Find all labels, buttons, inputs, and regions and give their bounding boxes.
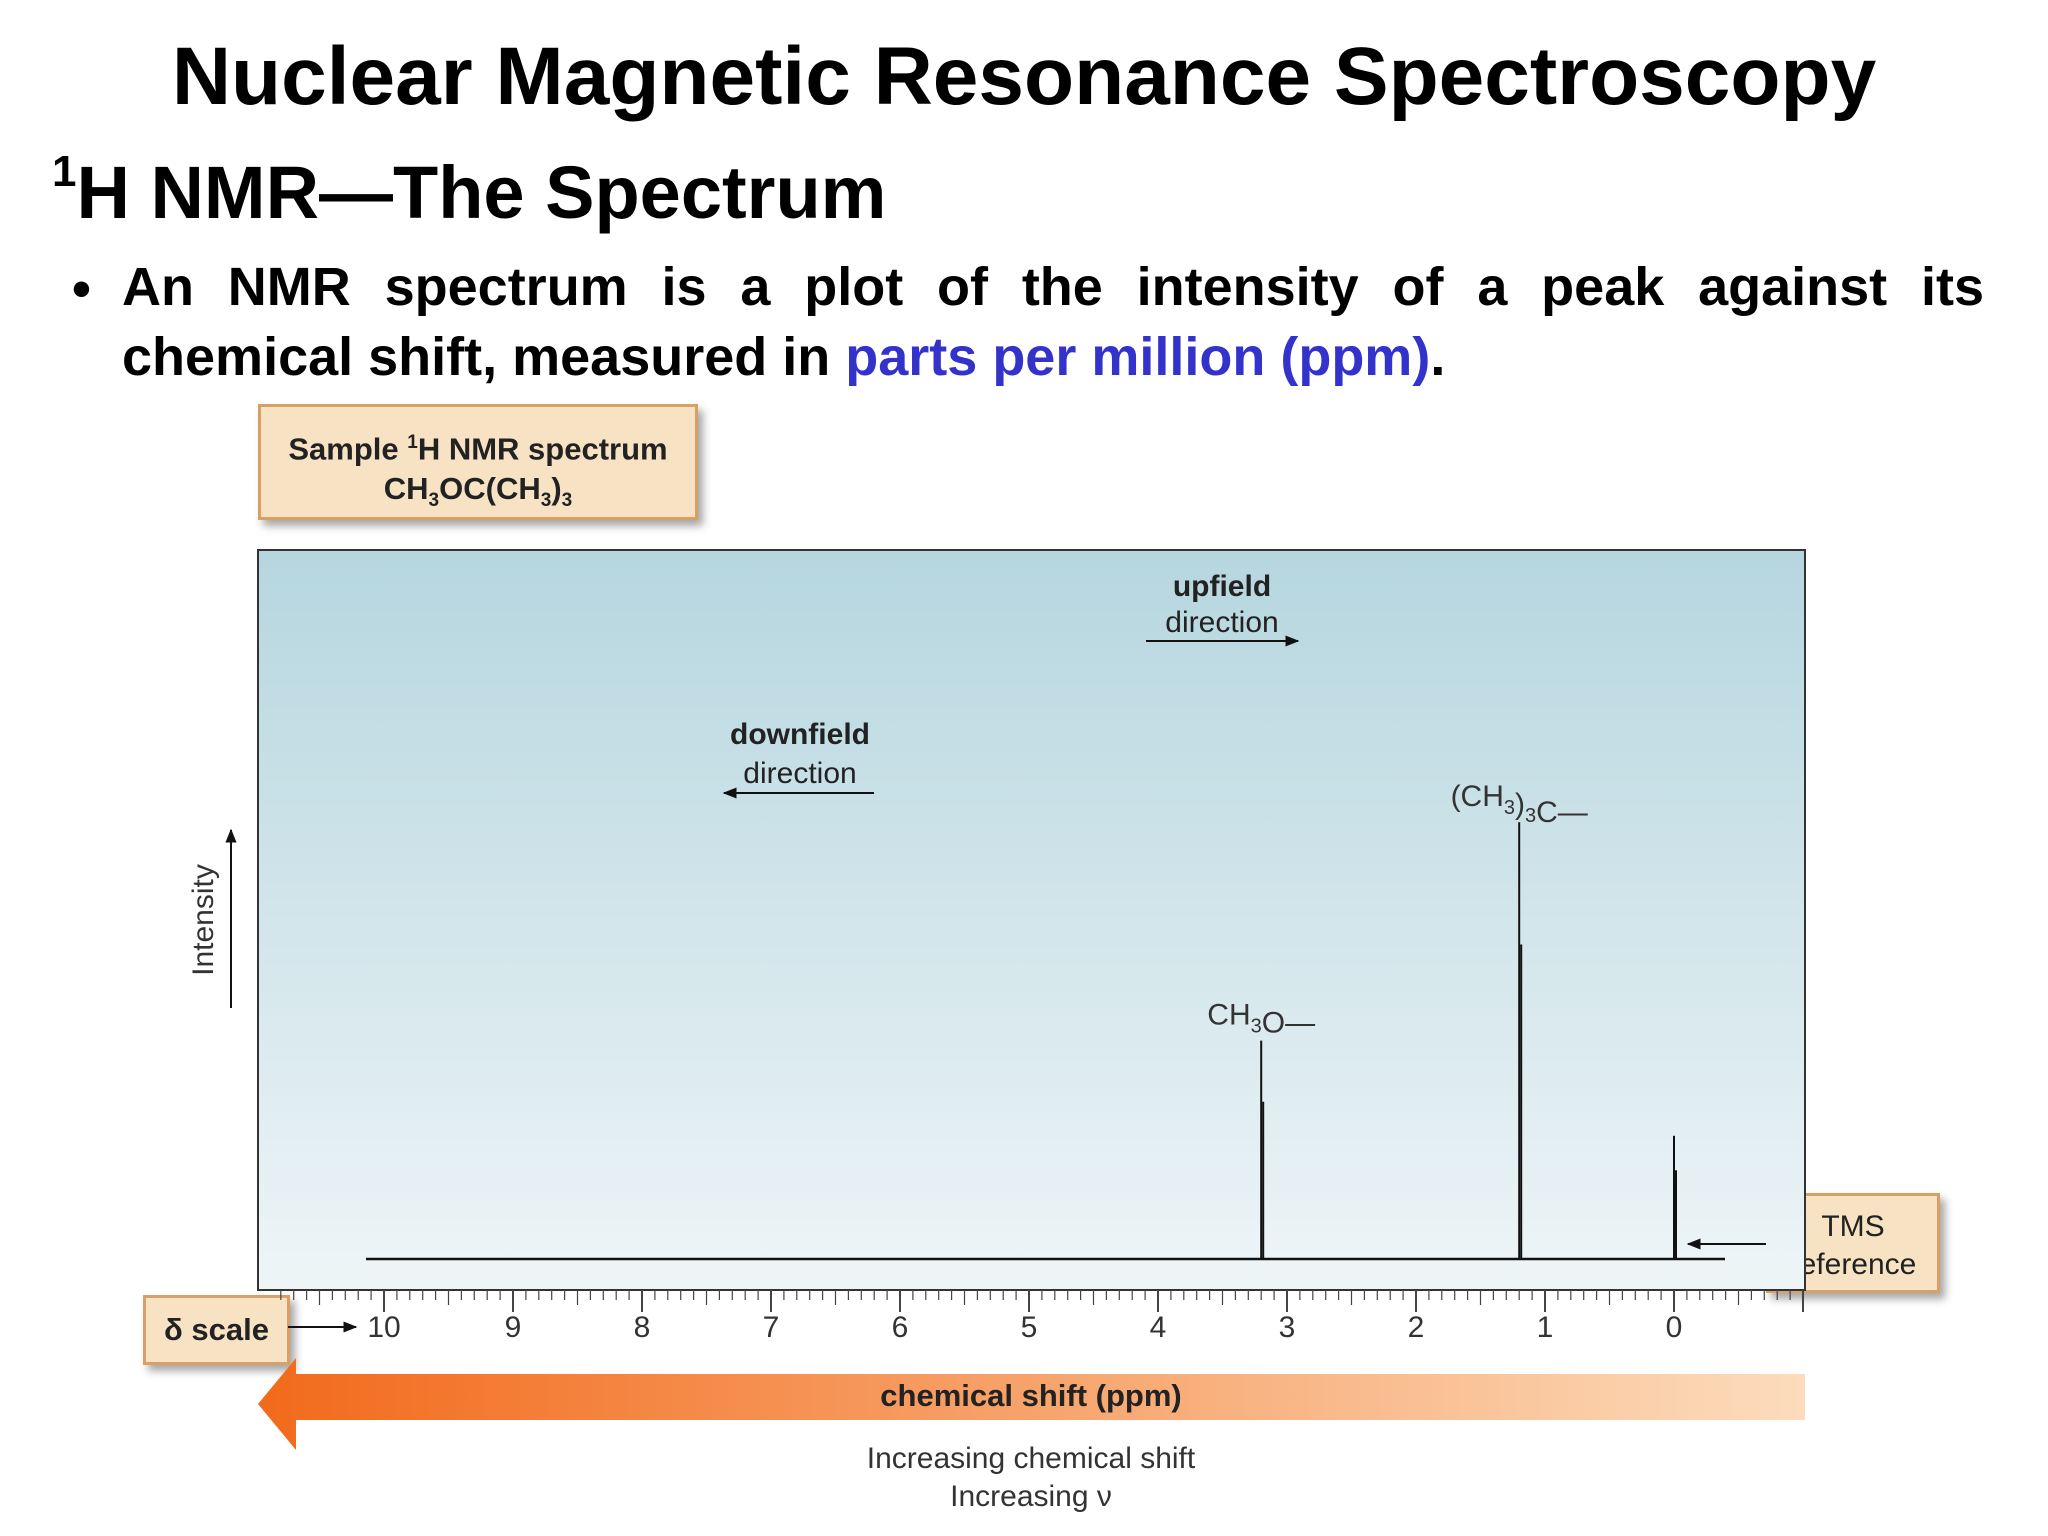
bullet-highlight-ppm: parts per million (ppm) — [845, 327, 1431, 387]
slide-title: Nuclear Magnetic Resonance Spectroscopy — [171, 31, 1877, 122]
intensity-label: Intensity — [187, 864, 220, 976]
upfield-annotation: upfield direction — [1146, 570, 1300, 647]
tms-callout-line1: TMS — [1821, 1210, 1885, 1243]
subtitle-superscript: 1 — [52, 147, 77, 197]
subtitle-text: H NMR—The Spectrum — [76, 151, 887, 234]
tick-label: 10 — [367, 1311, 400, 1344]
plot-area — [257, 549, 1806, 1291]
tick-label: 8 — [634, 1311, 651, 1344]
sample-callout-formula: CH3OC(CH3)3 — [383, 471, 573, 512]
peak-label: (CH3)3C— — [1451, 780, 1588, 829]
downfield-direction-label: direction — [743, 757, 856, 790]
upfield-label: upfield — [1173, 570, 1271, 603]
upfield-direction-label: direction — [1165, 606, 1278, 639]
tick-label: 6 — [892, 1311, 909, 1344]
intensity-axis: Intensity — [187, 828, 237, 1008]
bullet-text-before: An NMR spectrum is a plot of the intensi… — [122, 257, 1984, 387]
x-axis-ticks — [280, 1290, 1804, 1312]
chemical-shift-arrow-body — [258, 1358, 1805, 1450]
slide-subtitle: 1H NMR—The Spectrum — [52, 147, 887, 235]
tick-label: 5 — [1021, 1311, 1038, 1344]
increasing-shift-label: Increasing chemical shift — [867, 1442, 1196, 1475]
increasing-frequency-label: Increasing ν — [950, 1480, 1112, 1513]
peak-label: CH3O— — [1207, 999, 1315, 1040]
x-axis-tick-labels: 10 9 8 7 6 5 4 3 2 1 0 — [367, 1311, 1682, 1344]
delta-scale-callout: δ scale — [143, 1295, 290, 1365]
sample-spectrum-callout: Sample 1H NMR spectrum CH3OC(CH3)3 — [258, 404, 698, 520]
bullet-icon: • — [72, 259, 91, 319]
spectrum-peaks — [1260, 822, 1677, 1259]
tick-label: 7 — [763, 1311, 780, 1344]
downfield-annotation: downfield direction — [722, 718, 874, 799]
chemical-shift-arrow: chemical shift (ppm) — [258, 1358, 1805, 1450]
tick-label: 2 — [1408, 1311, 1425, 1344]
x-axis-label: chemical shift (ppm) — [880, 1378, 1181, 1413]
tick-label: 3 — [1279, 1311, 1296, 1344]
tms-callout-line2: reference — [1789, 1248, 1917, 1281]
sample-callout-line1: Sample 1H NMR spectrum — [288, 431, 668, 467]
tick-label: 0 — [1666, 1311, 1683, 1344]
peak-labels: CH3O— (CH3)3C— — [1207, 780, 1588, 1039]
tick-label: 4 — [1150, 1311, 1167, 1344]
bullet-text-after: . — [1430, 327, 1446, 387]
bullet-text: An NMR spectrum is a plot of the intensi… — [122, 252, 1984, 392]
tick-label: 9 — [505, 1311, 522, 1344]
tick-label: 1 — [1537, 1311, 1554, 1344]
downfield-label: downfield — [730, 718, 870, 751]
